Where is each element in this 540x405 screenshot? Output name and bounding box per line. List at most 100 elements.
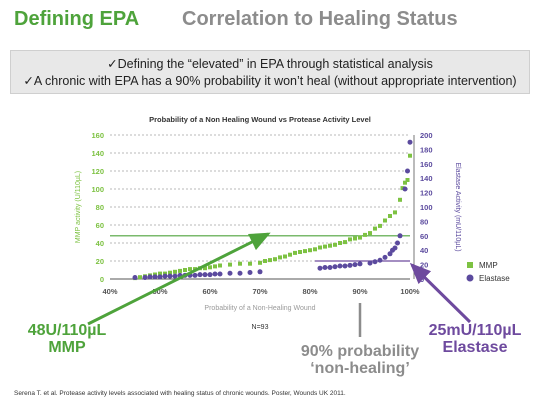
- elastase-point: [157, 274, 163, 280]
- y-left-tick-label: 140: [91, 149, 104, 158]
- elastase-point: [237, 270, 243, 276]
- elastase-point: [227, 270, 233, 276]
- y-left-tick-label: 60: [96, 221, 104, 230]
- y-right-tick-label: 60: [420, 232, 428, 241]
- mmp-point: [283, 254, 287, 259]
- page-subtitle: Correlation to Healing Status: [182, 8, 458, 30]
- elastase-point: [407, 139, 413, 145]
- annotation-mmp: 48U/110µL MMP: [27, 322, 107, 356]
- elastase-point: [342, 263, 348, 269]
- mmp-point: [238, 261, 242, 266]
- mmp-point: [248, 261, 252, 266]
- elastase-point: [347, 262, 353, 268]
- elastase-point: [327, 264, 333, 270]
- mmp-point: [393, 210, 397, 215]
- mmp-annotation-arrow: [87, 232, 271, 326]
- mmp-point: [213, 264, 217, 269]
- mmp-point: [373, 226, 377, 231]
- mmp-point: [348, 237, 352, 242]
- banner-line-1: ✓Defining the “elevated” in EPA through …: [107, 57, 433, 71]
- legend-elastase-label: Elastase: [479, 274, 510, 283]
- mmp-point: [303, 249, 307, 254]
- mmp-point: [298, 250, 302, 254]
- mmp-point: [405, 178, 410, 182]
- x-axis-label: Probability of a Non-Healing Wound: [204, 305, 315, 312]
- mmp-point: [183, 268, 187, 272]
- mmp-point: [278, 255, 282, 260]
- y-right-tick-label: 160: [420, 160, 433, 169]
- elastase-point: [247, 270, 253, 276]
- y-right-tick-label: 80: [420, 217, 428, 226]
- n-label: N=93: [252, 324, 269, 331]
- mmp-point: [368, 231, 372, 236]
- elastase-point: [152, 274, 158, 280]
- y-right-tick-label: 200: [420, 131, 433, 140]
- mmp-point: [273, 257, 277, 262]
- mmp-point: [388, 214, 392, 218]
- legend-mmp-marker: [467, 262, 473, 268]
- y-right-tick-label: 140: [420, 174, 433, 183]
- source-citation: Serena T. et al. Protease activity level…: [14, 390, 346, 397]
- mmp-point: [173, 269, 177, 274]
- mmp-point: [258, 260, 262, 265]
- elastase-point: [317, 265, 323, 271]
- elastase-point: [392, 245, 398, 251]
- mmp-point: [313, 247, 317, 252]
- y-left-tick-label: 40: [96, 239, 104, 248]
- y-left-tick-label: 20: [96, 257, 104, 266]
- mmp-point: [398, 197, 402, 202]
- y-left-tick-label: 100: [91, 185, 104, 194]
- mmp-point: [158, 271, 162, 276]
- elastase-point: [212, 271, 218, 277]
- mmp-point: [268, 258, 272, 263]
- mmp-point: [353, 236, 357, 241]
- y-left-axis-label: MMP activity (U/110µL): [75, 171, 82, 243]
- elastase-point: [167, 273, 173, 279]
- summary-banner: ✓Defining the “elevated” in EPA through …: [10, 50, 530, 94]
- mmp-point: [358, 235, 362, 240]
- mmp-point: [218, 263, 222, 268]
- mmp-point: [168, 270, 172, 275]
- legend-mmp-label: MMP: [479, 261, 498, 270]
- elastase-point: [357, 261, 363, 267]
- mmp-point: [228, 262, 232, 267]
- elastase-point: [257, 269, 263, 275]
- y-left-tick-label: 80: [96, 203, 104, 212]
- elastase-point: [142, 275, 148, 281]
- elastase-point: [322, 264, 328, 270]
- elastase-point: [402, 186, 408, 192]
- mmp-point: [308, 248, 312, 253]
- x-tick-label: 60%: [202, 287, 217, 296]
- x-tick-label: 50%: [152, 287, 167, 296]
- mmp-point: [188, 267, 192, 272]
- banner-line-2: ✓A chronic with EPA has a 90% probabilit…: [23, 74, 517, 88]
- x-tick-label: 90%: [352, 287, 367, 296]
- y-right-tick-label: 100: [420, 203, 433, 212]
- annotation-probability: 90% probability ‘non-healing’: [300, 343, 420, 377]
- y-right-tick-label: 120: [420, 189, 433, 198]
- mmp-point: [138, 275, 142, 280]
- elastase-annotation-arrow: [409, 262, 472, 324]
- page-title: Defining EPA: [14, 8, 140, 30]
- mmp-point: [178, 268, 182, 273]
- elastase-point: [332, 264, 338, 270]
- x-tick-label: 100%: [400, 287, 420, 296]
- mmp-point: [263, 259, 267, 263]
- elastase-point: [387, 251, 393, 257]
- y-right-tick-label: 20: [420, 261, 428, 270]
- elastase-point: [202, 272, 208, 278]
- mmp-point: [343, 240, 347, 245]
- elastase-point: [172, 273, 178, 279]
- x-tick-label: 80%: [302, 287, 317, 296]
- mmp-point: [400, 186, 405, 191]
- elastase-point: [217, 271, 223, 277]
- mmp-point: [203, 266, 207, 271]
- y-left-tick-label: 0: [100, 275, 104, 284]
- mmp-point: [163, 271, 167, 276]
- elastase-point: [352, 262, 358, 268]
- mmp-point: [208, 265, 212, 270]
- elastase-point: [377, 257, 383, 263]
- mmp-point: [323, 244, 327, 249]
- elastase-point: [395, 240, 400, 246]
- elastase-point: [382, 254, 388, 260]
